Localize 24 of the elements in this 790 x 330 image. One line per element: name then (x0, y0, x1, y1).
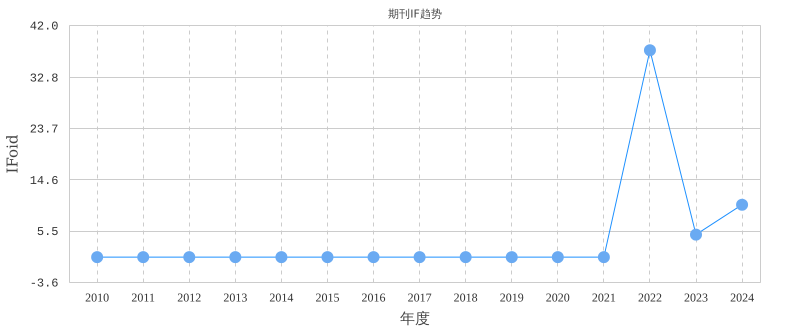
x-tick-label: 2013 (223, 290, 248, 304)
x-tick-label: 2021 (592, 290, 616, 304)
y-tick-label: 32.8 (30, 71, 59, 86)
y-tick-label: 5.5 (36, 225, 59, 240)
x-tick-label: 2016 (362, 290, 386, 304)
x-tick-label: 2019 (500, 290, 524, 304)
x-tick-label: 2024 (730, 290, 754, 304)
y-tick-label: 42.0 (30, 20, 59, 34)
x-tick-label: 2010 (85, 290, 110, 304)
y-tick-label: -3.6 (30, 276, 59, 290)
x-tick-label: 2017 (408, 290, 432, 304)
x-axis-title: 年度 (400, 310, 430, 328)
x-tick-label: 2011 (131, 290, 155, 304)
x-tick-label: 2018 (454, 290, 478, 304)
x-tick-label: 2022 (638, 290, 662, 304)
y-tick-label: 23.7 (30, 122, 59, 137)
x-tick-label: 2023 (684, 290, 708, 304)
x-tick-label: 2014 (269, 290, 294, 304)
y-tick-label: 14.6 (30, 174, 59, 188)
x-tick-label: 2020 (546, 290, 570, 304)
y-axis-title: IFoid (4, 134, 22, 174)
x-tick-label: 2015 (315, 290, 340, 304)
x-tick-label: 2012 (177, 290, 202, 304)
chart-title: 期刊IF趋势 (388, 8, 442, 20)
